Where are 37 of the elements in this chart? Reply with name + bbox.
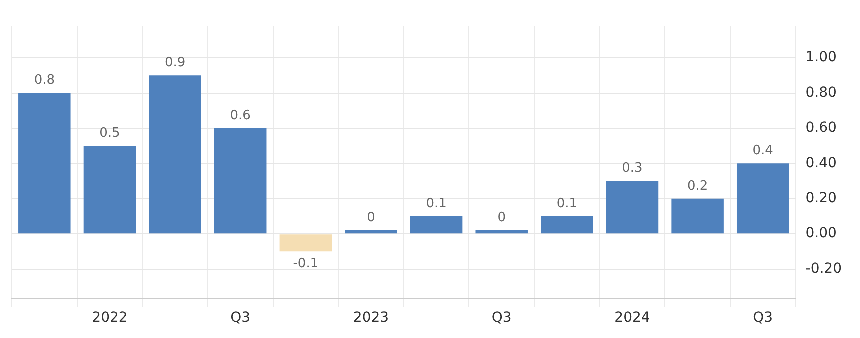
bar <box>84 146 136 234</box>
y-tick-label: 0.20 <box>806 190 837 207</box>
y-tick-label: -0.20 <box>806 260 842 277</box>
x-tick-label: 2023 <box>353 310 390 326</box>
y-tick-label: 1.00 <box>806 50 837 66</box>
bar <box>410 216 463 234</box>
data-label: 0.3 <box>622 161 643 176</box>
bar <box>149 76 202 234</box>
data-label: 0 <box>498 210 506 226</box>
data-label: 0.8 <box>34 73 55 88</box>
y-tick-label: 0.40 <box>806 155 837 172</box>
data-label: 0.2 <box>687 178 708 194</box>
bar <box>18 93 71 234</box>
data-label: 0.6 <box>230 108 251 124</box>
data-label: 0.5 <box>100 126 120 141</box>
data-label: 0.9 <box>164 56 186 71</box>
data-label: 0.1 <box>556 196 578 212</box>
bar <box>214 128 267 234</box>
data-label: 0.1 <box>426 196 447 212</box>
x-tick-label: Q3 <box>492 310 512 326</box>
bar <box>672 198 724 234</box>
x-tick-label: Q3 <box>753 310 774 326</box>
bar <box>541 216 594 234</box>
bar <box>736 164 790 234</box>
y-tick-label: 0.60 <box>806 120 837 136</box>
x-tick-label: 2022 <box>92 310 128 326</box>
data-label: 0.4 <box>752 144 774 159</box>
bar <box>345 230 398 234</box>
bar <box>606 181 659 234</box>
y-tick-label: 0.80 <box>806 84 837 101</box>
data-label: 0 <box>367 210 376 226</box>
y-tick-label: 0.00 <box>806 226 837 242</box>
x-tick-label: 2024 <box>614 310 650 326</box>
x-tick-label: Q3 <box>230 310 251 326</box>
bar <box>280 234 332 252</box>
data-label: -0.1 <box>293 256 319 272</box>
bar <box>476 230 528 234</box>
